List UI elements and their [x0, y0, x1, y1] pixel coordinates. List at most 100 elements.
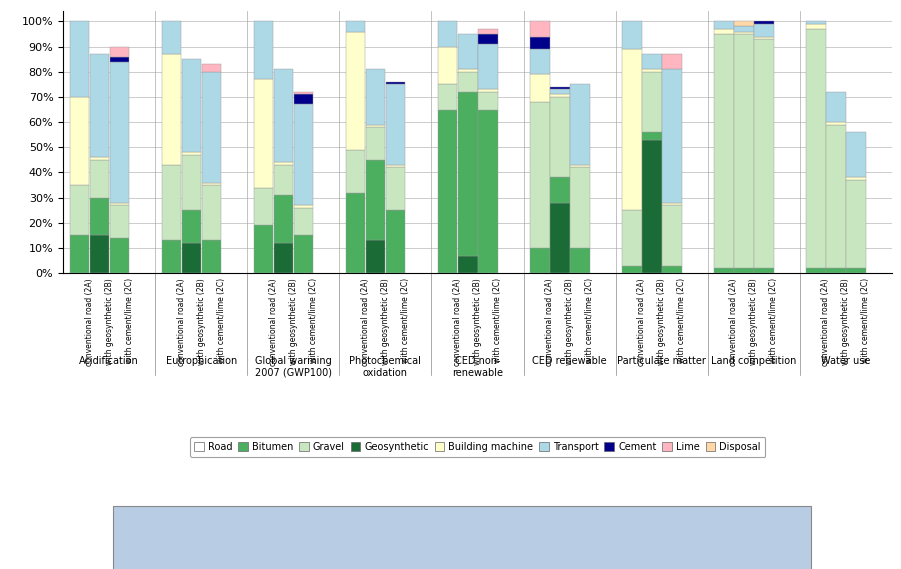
- Bar: [386, 165, 405, 167]
- Bar: [662, 205, 682, 266]
- Bar: [714, 22, 733, 29]
- Text: conventional road (2A): conventional road (2A): [822, 278, 831, 366]
- Text: with cement/lime (2C): with cement/lime (2C): [678, 278, 687, 363]
- Bar: [754, 39, 774, 268]
- Bar: [366, 241, 386, 273]
- Bar: [182, 155, 201, 210]
- Text: conventional road (2A): conventional road (2A): [177, 278, 186, 366]
- Bar: [714, 34, 733, 268]
- Bar: [530, 248, 550, 273]
- Bar: [478, 92, 497, 110]
- Bar: [294, 208, 314, 236]
- Bar: [478, 89, 497, 92]
- Bar: [530, 49, 550, 75]
- Bar: [366, 69, 386, 125]
- Bar: [551, 178, 569, 203]
- Bar: [274, 69, 294, 162]
- Bar: [366, 125, 386, 127]
- Bar: [202, 64, 222, 72]
- Bar: [806, 268, 826, 273]
- Bar: [366, 160, 386, 241]
- Bar: [570, 84, 589, 165]
- Text: CED non-
renewable: CED non- renewable: [452, 356, 503, 378]
- Text: conventional road (2A): conventional road (2A): [268, 278, 278, 366]
- Bar: [294, 92, 314, 94]
- Bar: [254, 188, 273, 225]
- Text: with geosynthetic (2B): with geosynthetic (2B): [750, 278, 759, 365]
- Bar: [662, 203, 682, 205]
- Text: Water use: Water use: [821, 356, 870, 366]
- Bar: [254, 79, 273, 188]
- Text: conventional road (2A): conventional road (2A): [729, 278, 738, 366]
- Bar: [570, 165, 589, 167]
- Bar: [662, 266, 682, 273]
- Bar: [551, 89, 569, 94]
- Bar: [662, 69, 682, 203]
- Text: conventional road (2A): conventional road (2A): [637, 278, 646, 366]
- Bar: [623, 22, 642, 49]
- Bar: [110, 57, 129, 61]
- Bar: [570, 167, 589, 248]
- Bar: [274, 165, 294, 195]
- Bar: [346, 22, 366, 31]
- Bar: [294, 94, 314, 105]
- Bar: [642, 72, 661, 132]
- Bar: [161, 241, 181, 273]
- Bar: [274, 195, 294, 243]
- Bar: [551, 94, 569, 97]
- Bar: [69, 236, 89, 273]
- Bar: [846, 132, 866, 178]
- Bar: [754, 22, 774, 24]
- Bar: [386, 84, 405, 165]
- Bar: [69, 22, 89, 97]
- Bar: [110, 203, 129, 205]
- Text: Land competition: Land competition: [711, 356, 796, 366]
- Bar: [182, 152, 201, 155]
- Text: Photochemical
oxidation: Photochemical oxidation: [350, 356, 422, 378]
- Bar: [734, 22, 754, 27]
- Bar: [161, 22, 181, 54]
- Bar: [734, 34, 754, 268]
- Bar: [734, 27, 754, 31]
- Bar: [346, 150, 366, 192]
- Bar: [754, 36, 774, 39]
- Text: with cement/lime (2C): with cement/lime (2C): [769, 278, 778, 363]
- Bar: [478, 110, 497, 273]
- Bar: [806, 29, 826, 268]
- Bar: [826, 268, 846, 273]
- Bar: [89, 54, 109, 158]
- Text: with cement/lime (2C): with cement/lime (2C): [493, 278, 502, 363]
- Bar: [89, 197, 109, 236]
- Bar: [458, 92, 478, 255]
- Bar: [182, 59, 201, 152]
- Bar: [110, 205, 129, 238]
- Text: with cement/lime (2C): with cement/lime (2C): [401, 278, 410, 363]
- Bar: [438, 47, 458, 84]
- Bar: [662, 54, 682, 69]
- Bar: [806, 24, 826, 29]
- Text: with geosynthetic (2B): with geosynthetic (2B): [565, 278, 574, 365]
- Bar: [202, 241, 222, 273]
- Text: with geosynthetic (2B): with geosynthetic (2B): [196, 278, 205, 365]
- Text: conventional road (2A): conventional road (2A): [453, 278, 462, 366]
- Bar: [623, 49, 642, 210]
- Bar: [182, 210, 201, 243]
- Bar: [642, 54, 661, 69]
- Bar: [846, 268, 866, 273]
- Bar: [69, 185, 89, 236]
- Bar: [438, 110, 458, 273]
- Bar: [458, 255, 478, 273]
- Bar: [754, 24, 774, 36]
- Bar: [846, 178, 866, 180]
- Text: with cement/lime (2C): with cement/lime (2C): [309, 278, 318, 363]
- Bar: [846, 180, 866, 268]
- Text: with geosynthetic (2B): with geosynthetic (2B): [105, 278, 114, 365]
- Text: with geosynthetic (2B): with geosynthetic (2B): [842, 278, 851, 365]
- Text: with cement/lime (2C): with cement/lime (2C): [217, 278, 226, 363]
- Bar: [826, 92, 846, 122]
- Bar: [294, 105, 314, 205]
- Bar: [478, 29, 497, 34]
- Bar: [458, 34, 478, 69]
- Bar: [89, 158, 109, 160]
- Bar: [642, 132, 661, 140]
